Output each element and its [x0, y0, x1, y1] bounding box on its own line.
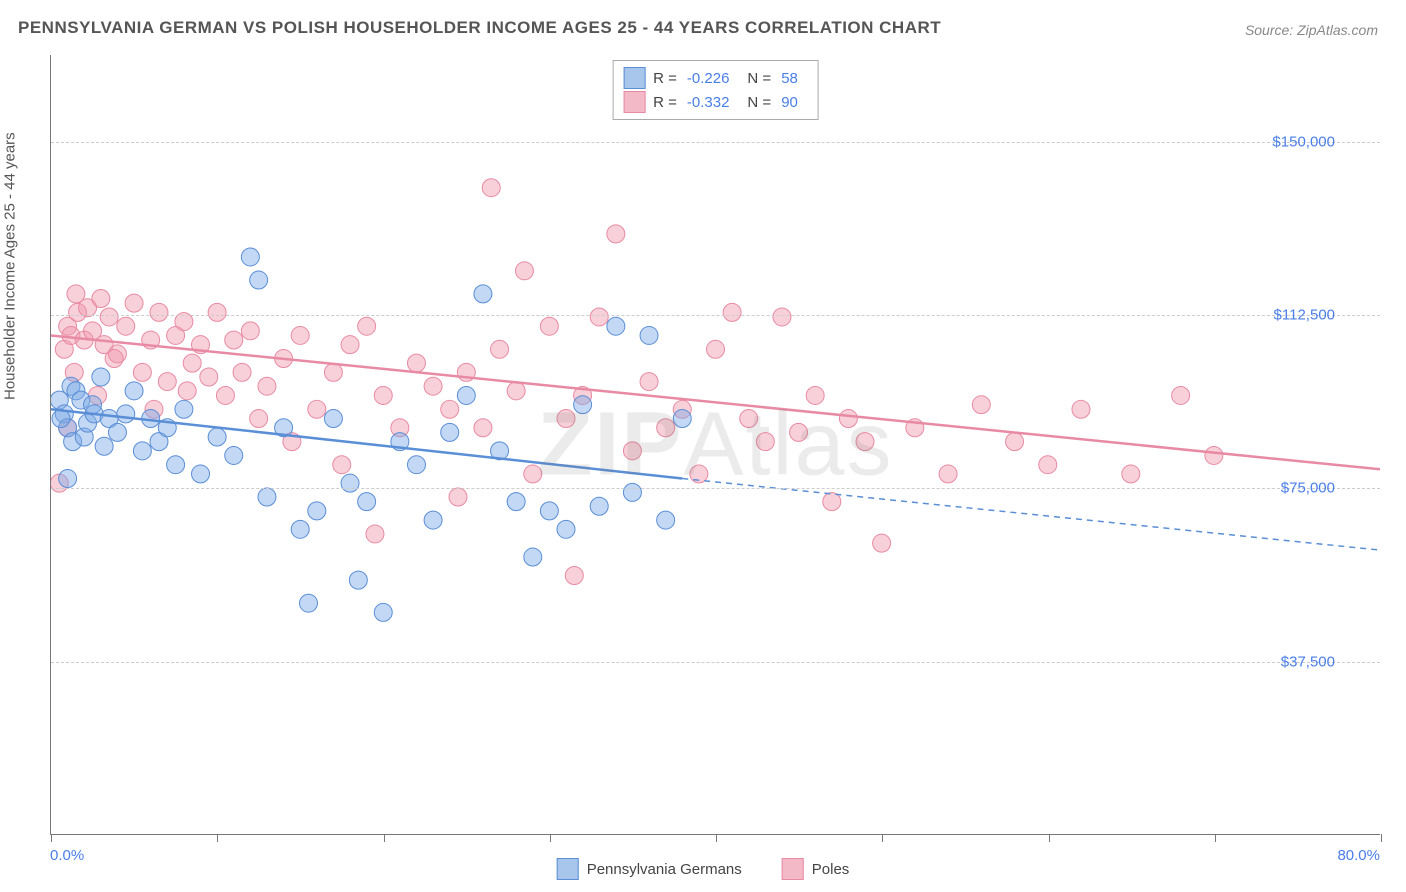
legend-item-1: Poles — [782, 858, 850, 880]
gridline — [51, 662, 1380, 663]
x-axis-max-label: 80.0% — [1337, 847, 1380, 864]
legend-row-series-1: R =-0.332 N =90 — [623, 91, 808, 113]
gridline — [51, 488, 1380, 489]
y-tick-label: $112,500 — [1274, 307, 1335, 324]
plot-area: ZIPAtlas R =-0.226 N =58 R =-0.332 N =90… — [50, 55, 1380, 835]
y-tick-label: $150,000 — [1272, 133, 1335, 150]
x-tick — [1049, 834, 1050, 842]
swatch-series-1 — [623, 91, 645, 113]
chart-title: PENNSYLVANIA GERMAN VS POLISH HOUSEHOLDE… — [18, 18, 941, 38]
legend-row-series-0: R =-0.226 N =58 — [623, 67, 808, 89]
legend-swatch-1 — [782, 858, 804, 880]
x-tick — [51, 834, 52, 842]
y-axis-title: Householder Income Ages 25 - 44 years — [2, 132, 19, 400]
x-tick — [1215, 834, 1216, 842]
gridline — [51, 315, 1380, 316]
gridline — [51, 142, 1380, 143]
x-tick — [550, 834, 551, 842]
x-tick — [1381, 834, 1382, 842]
swatch-series-0 — [623, 67, 645, 89]
x-tick — [217, 834, 218, 842]
x-tick — [882, 834, 883, 842]
correlation-legend: R =-0.226 N =58 R =-0.332 N =90 — [612, 60, 819, 120]
legend-swatch-0 — [557, 858, 579, 880]
legend-label-0: Pennsylvania Germans — [587, 861, 742, 878]
series-legend: Pennsylvania Germans Poles — [557, 858, 850, 880]
source-attribution: Source: ZipAtlas.com — [1245, 22, 1378, 38]
x-tick — [716, 834, 717, 842]
x-axis-min-label: 0.0% — [50, 847, 84, 864]
y-tick-label: $75,000 — [1281, 480, 1335, 497]
scatter-svg — [51, 55, 1380, 834]
x-tick — [384, 834, 385, 842]
legend-item-0: Pennsylvania Germans — [557, 858, 742, 880]
y-tick-label: $37,500 — [1281, 653, 1335, 670]
legend-label-1: Poles — [812, 861, 850, 878]
